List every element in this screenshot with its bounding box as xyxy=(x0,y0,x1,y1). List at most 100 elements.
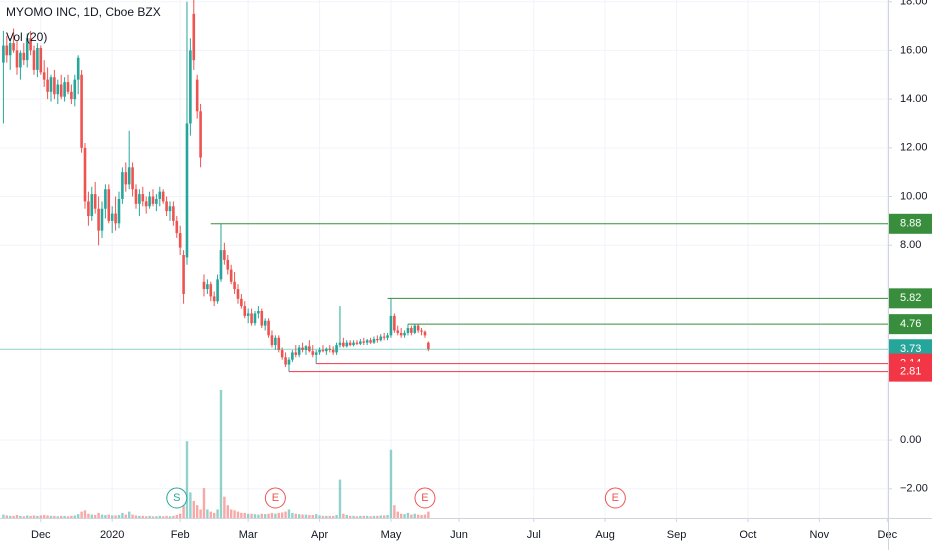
candle-body xyxy=(270,335,274,346)
volume-bar xyxy=(308,515,311,518)
volume-pane xyxy=(2,390,430,518)
volume-bar xyxy=(42,515,46,518)
x-tick-label: Mar xyxy=(239,529,258,541)
volume-bar xyxy=(314,514,318,518)
candle-body xyxy=(134,189,138,204)
volume-bar xyxy=(73,515,76,518)
volume-bar xyxy=(362,515,365,518)
volume-bar xyxy=(66,516,70,518)
candle-body xyxy=(25,38,29,61)
volume-bar xyxy=(311,515,314,518)
y-tick-label: 8.00 xyxy=(900,239,921,251)
candle-body xyxy=(382,336,386,338)
volume-bar xyxy=(110,515,114,518)
volume-bar xyxy=(131,514,134,518)
volume-bar xyxy=(416,514,420,518)
candle-body xyxy=(175,220,179,234)
candle-body xyxy=(36,47,39,70)
grid xyxy=(0,0,888,518)
candle-body xyxy=(42,72,46,80)
volume-bar xyxy=(420,515,423,518)
candle-body xyxy=(416,325,420,331)
candle-body xyxy=(5,45,9,56)
candle-body xyxy=(66,82,70,92)
volume-bar xyxy=(127,511,131,518)
candle-body xyxy=(284,357,287,365)
candle-body xyxy=(338,342,342,346)
volume-bar xyxy=(5,515,8,518)
x-tick-label: Nov xyxy=(810,529,830,541)
volume-bar xyxy=(90,514,93,518)
volume-bar xyxy=(352,515,355,518)
candle-body xyxy=(56,84,60,95)
candle-body xyxy=(87,201,90,217)
candle-body xyxy=(263,320,267,326)
volume-bar xyxy=(365,515,369,518)
volume-bar xyxy=(158,515,161,518)
volume-bar xyxy=(226,505,229,518)
level-badge xyxy=(888,361,932,382)
candle-body xyxy=(250,313,253,324)
candle-body xyxy=(182,254,185,294)
volume-bar xyxy=(257,514,260,518)
volume-bar xyxy=(134,515,138,518)
y-tick-label: 18.00 xyxy=(900,0,928,8)
volume-bar xyxy=(49,515,53,518)
price-pane xyxy=(2,0,430,372)
candle-body xyxy=(165,201,168,212)
volume-bar xyxy=(403,514,406,518)
candle-body xyxy=(274,337,277,346)
candle-body xyxy=(158,191,162,199)
candle-body xyxy=(83,147,87,202)
event-label: E xyxy=(272,492,279,504)
x-tick-label: Dec xyxy=(31,529,51,541)
volume-bar xyxy=(297,514,301,518)
volume-bar xyxy=(138,515,141,518)
candle-body xyxy=(403,332,406,336)
candle-body xyxy=(80,74,83,148)
candle-body xyxy=(172,206,175,221)
candle-body xyxy=(267,320,270,336)
candle-body xyxy=(73,79,77,100)
chart-title: MYOMO INC, 1D, Cboe BZX xyxy=(6,5,161,19)
volume-bar xyxy=(382,515,386,518)
volume-bar xyxy=(393,505,396,518)
candle-body xyxy=(219,250,223,280)
candle-body xyxy=(104,189,107,209)
volume-bar xyxy=(15,515,19,518)
candle-body xyxy=(226,259,230,270)
x-tick-label: Jul xyxy=(527,529,541,541)
volume-bar xyxy=(423,514,427,518)
candle-body xyxy=(362,341,366,343)
volume-bar xyxy=(25,515,29,518)
volume-bar xyxy=(274,513,277,518)
y-tick-label: 16.00 xyxy=(900,44,928,56)
candle-body xyxy=(144,201,148,207)
volume-bar xyxy=(223,496,226,518)
volume-bar xyxy=(192,500,195,518)
volume-bar xyxy=(53,515,56,518)
candle-body xyxy=(325,348,328,352)
volume-bar xyxy=(389,449,393,518)
event-marker xyxy=(414,487,436,509)
volume-bar xyxy=(107,514,110,518)
candle-body xyxy=(195,79,199,112)
volume-bar xyxy=(195,505,199,518)
candle-body xyxy=(189,50,192,124)
volume-bar xyxy=(318,515,321,518)
volume-bar xyxy=(301,514,304,518)
candle-body xyxy=(311,351,315,355)
candle-body xyxy=(229,269,233,282)
volume-bar xyxy=(155,516,158,518)
volume-bar xyxy=(386,515,389,518)
candle-body xyxy=(423,331,427,336)
candle-body xyxy=(46,79,49,92)
x-tick-label: Sep xyxy=(667,529,687,541)
y-tick-label: 10.00 xyxy=(900,190,928,202)
volume-bar xyxy=(59,515,63,518)
candle-body xyxy=(141,194,145,202)
volume-bar xyxy=(144,516,148,518)
candle-body xyxy=(8,43,12,56)
candle-body xyxy=(206,284,209,290)
